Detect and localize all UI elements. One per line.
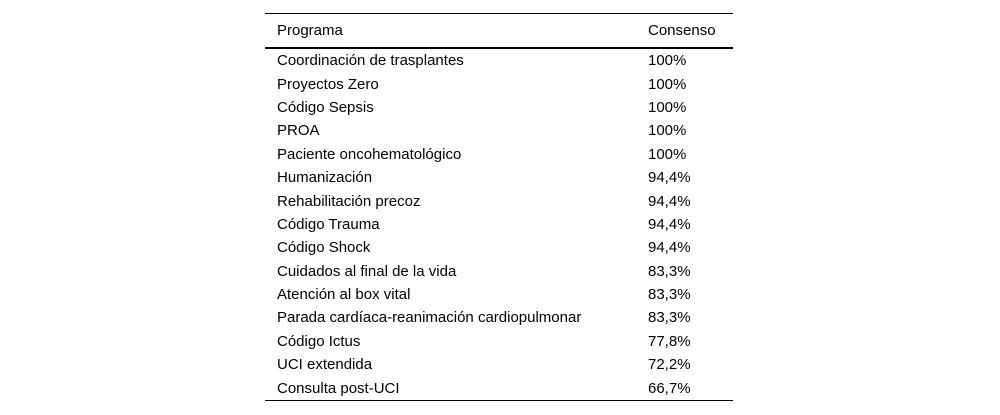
programa-cell: Consulta post-UCI <box>277 379 400 397</box>
programa-cell: Atención al box vital <box>277 286 411 304</box>
table-body: Coordinación de trasplantes 100% Proyectos… <box>265 48 733 400</box>
column-header-consenso: Consenso <box>648 22 716 39</box>
table-row: Atención al box vital 83,3% <box>265 283 733 306</box>
consenso-cell: 100% <box>648 122 687 140</box>
programa-cell: PROA <box>277 122 320 140</box>
programa-cell: Parada cardíaca-reanimación cardiopulmon… <box>277 309 582 327</box>
programa-cell: Rehabilitación precoz <box>277 192 421 210</box>
table-row: PROA 100% <box>265 119 733 142</box>
table-row: Parada cardíaca-reanimación cardiopulmon… <box>265 306 733 329</box>
consenso-cell: 100% <box>648 98 687 116</box>
table-row: Humanización 94,4% <box>265 166 733 189</box>
consenso-cell: 72,2% <box>648 356 691 374</box>
programa-cell: Humanización <box>277 169 373 187</box>
table-row: Código Sepsis 100% <box>265 96 733 119</box>
table-row: Paciente oncohematológico 100% <box>265 143 733 166</box>
programa-cell: Código Ictus <box>277 332 361 350</box>
table-row: Código Trauma 94,4% <box>265 213 733 236</box>
table-row: UCI extendida 72,2% <box>265 353 733 376</box>
consenso-cell: 94,4% <box>648 239 691 257</box>
table-row: Código Shock 94,4% <box>265 236 733 259</box>
programa-cell: Código Shock <box>277 239 371 257</box>
table-row: Proyectos Zero 100% <box>265 72 733 95</box>
header-row: Programa Consenso <box>265 14 733 48</box>
programa-cell: Paciente oncohematológico <box>277 145 462 163</box>
consenso-cell: 100% <box>648 75 687 93</box>
consenso-cell: 83,3% <box>648 262 691 280</box>
consenso-cell: 77,8% <box>648 332 691 350</box>
consensus-table: Programa Consenso Coordinación de traspl… <box>265 13 733 401</box>
programa-cell: Coordinación de trasplantes <box>277 52 464 70</box>
consensus-table-container: Programa Consenso Coordinación de traspl… <box>265 13 733 401</box>
consenso-cell: 66,7% <box>648 379 691 397</box>
programa-cell: UCI extendida <box>277 356 373 374</box>
table-row: Cuidados al final de la vida 83,3% <box>265 260 733 283</box>
table-row: Rehabilitación precoz 94,4% <box>265 189 733 212</box>
consenso-cell: 94,4% <box>648 215 691 233</box>
table-header: Programa Consenso <box>265 14 733 48</box>
consenso-cell: 94,4% <box>648 192 691 210</box>
programa-cell: Proyectos Zero <box>277 75 379 93</box>
programa-cell: Cuidados al final de la vida <box>277 262 457 280</box>
programa-cell: Código Sepsis <box>277 98 374 116</box>
column-header-programa: Programa <box>277 22 343 39</box>
consenso-cell: 100% <box>648 145 687 163</box>
consenso-cell: 100% <box>648 52 687 70</box>
consenso-cell: 83,3% <box>648 286 691 304</box>
consenso-cell: 94,4% <box>648 169 691 187</box>
programa-cell: Código Trauma <box>277 215 380 233</box>
table-row: Consulta post-UCI 66,7% <box>265 376 733 400</box>
consenso-cell: 83,3% <box>648 309 691 327</box>
table-row: Coordinación de trasplantes 100% <box>265 48 733 72</box>
table-row: Código Ictus 77,8% <box>265 330 733 353</box>
